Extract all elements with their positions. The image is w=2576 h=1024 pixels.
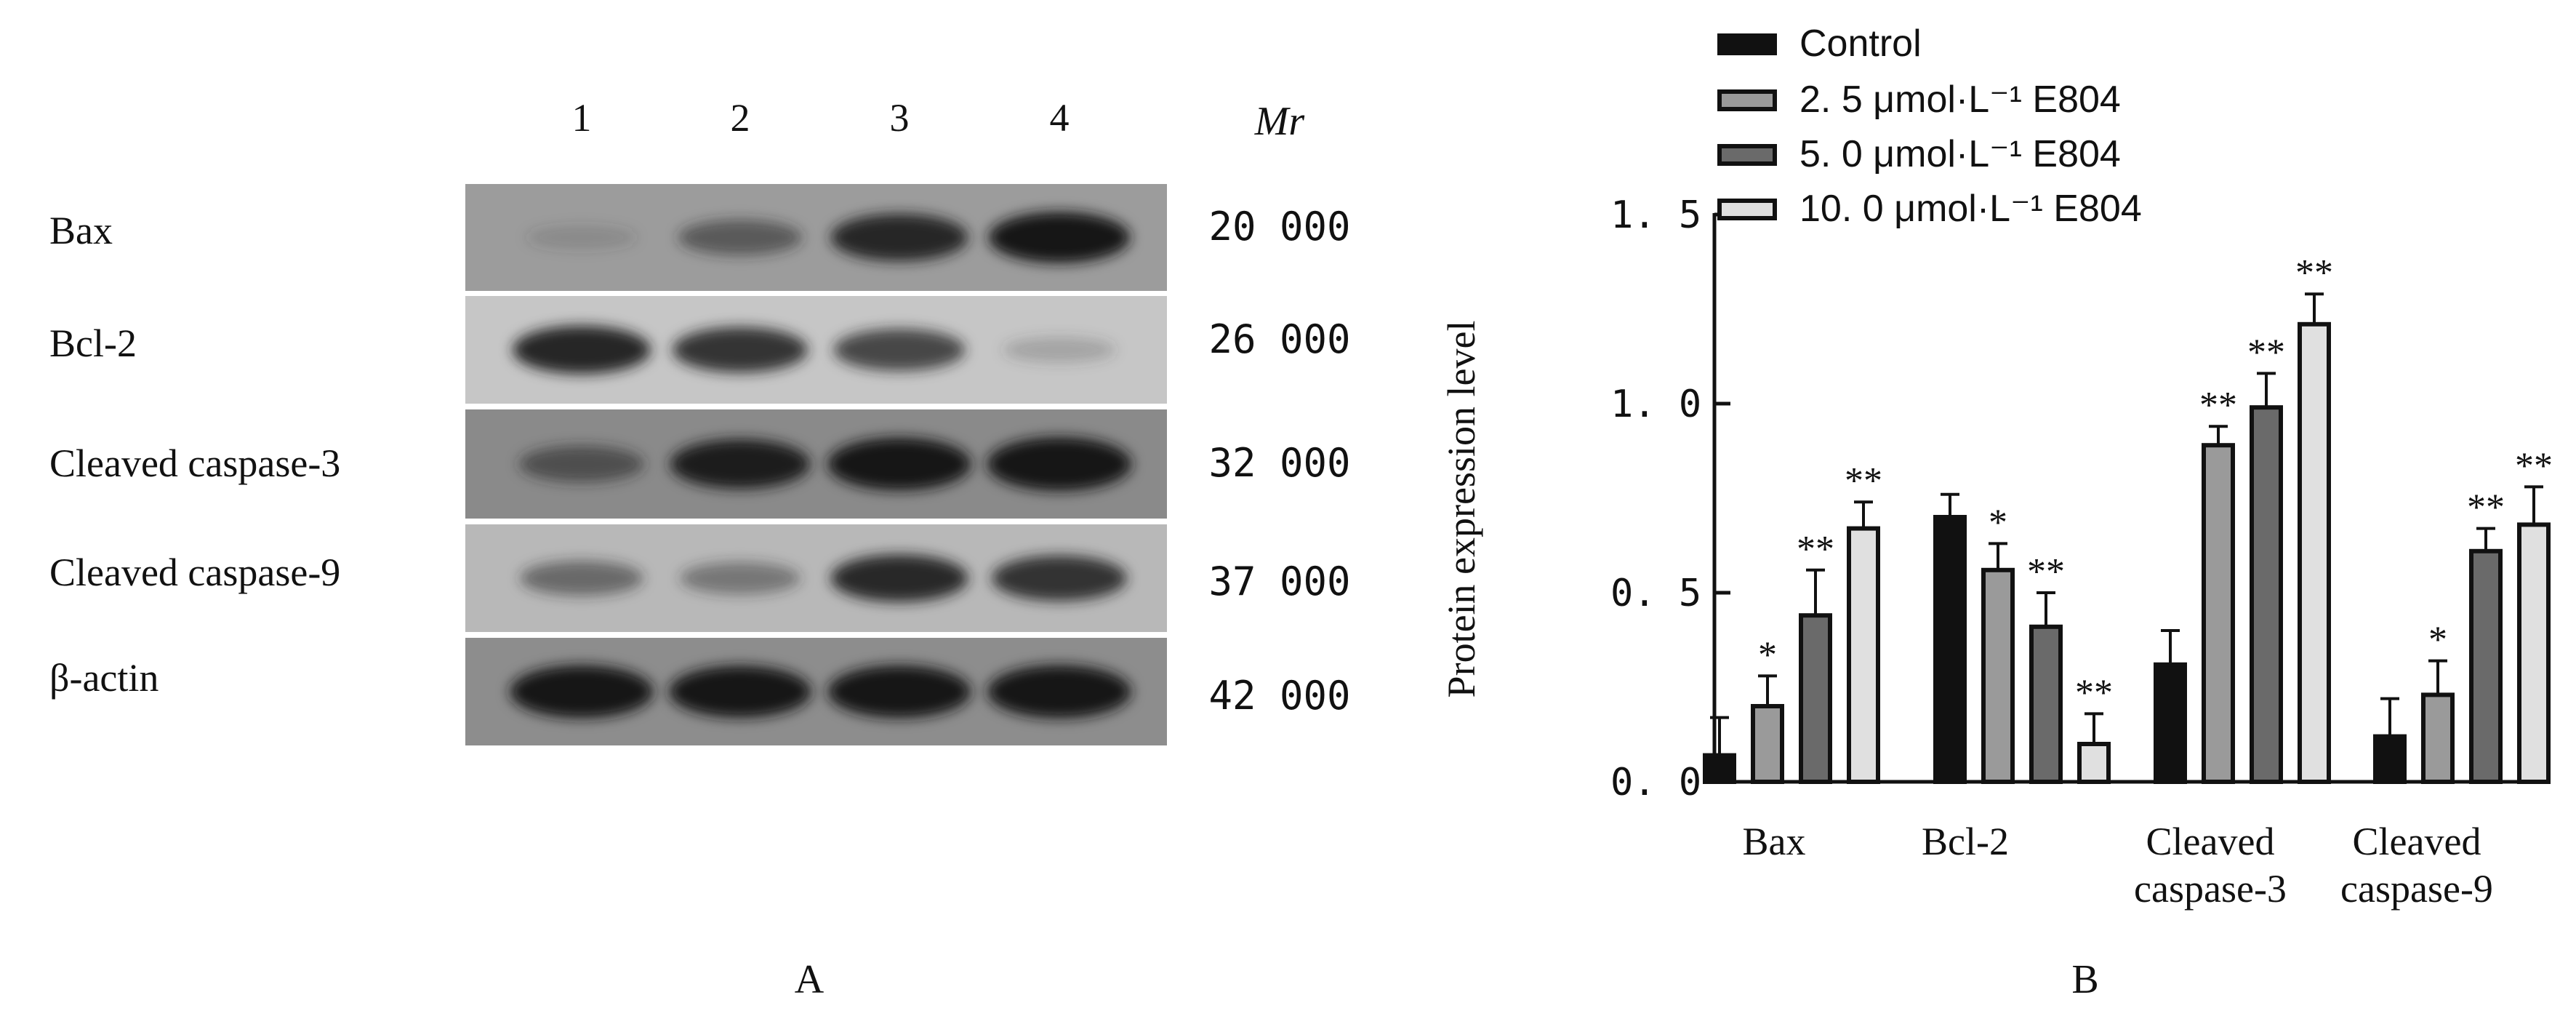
panel-label-b: B (2071, 957, 2098, 1002)
blot-band (1003, 337, 1116, 363)
y-tick-label: 1. 5 (1610, 193, 1701, 237)
mr-value: 26 000 (1208, 316, 1350, 362)
blot-band (680, 561, 801, 595)
legend-label: Control (1799, 23, 1922, 65)
western-blot: Bax 20 000 Bcl-2 26 000 Cleaved caspase-3 32 … (49, 184, 1351, 745)
bar-chart: 0. 0 0. 5 1. 0 1. 5 Protein expression level… (1440, 193, 2553, 911)
chart-legend: Control 2. 5 μmol·L⁻¹ E804 5. 0 μmol·L⁻¹ E… (1717, 23, 2142, 230)
significance-mark: ** (2027, 551, 2065, 593)
bar (2517, 522, 2551, 785)
blot-band (678, 220, 803, 255)
y-axis-label: Protein expression level (1440, 321, 1483, 698)
blot-band (518, 445, 645, 483)
legend-label: 2. 5 μmol·L⁻¹ E804 (1799, 79, 2121, 121)
significance-mark: ** (2515, 445, 2553, 487)
bar (1799, 613, 1832, 785)
blot-band (670, 439, 811, 489)
bar (2421, 692, 2455, 785)
significance-mark: ** (2295, 252, 2333, 294)
blot-band (830, 554, 968, 602)
blot-band (526, 225, 637, 249)
blot-band (987, 436, 1132, 492)
bar (1751, 704, 1784, 784)
mr-value: 37 000 (1208, 559, 1350, 604)
bar (2202, 443, 2235, 784)
blot-band (510, 665, 654, 719)
mr-header: Mr (1254, 99, 1305, 144)
blot-band (992, 555, 1127, 601)
blot-band (827, 665, 971, 719)
legend-label: 10. 0 μmol·L⁻¹ E804 (1799, 188, 2142, 230)
significance-mark: * (1989, 502, 2007, 543)
significance-mark: ** (2075, 672, 2113, 713)
category-label: Cleaved (2146, 820, 2275, 863)
y-tick-label: 0. 0 (1610, 761, 1701, 804)
mr-value: 42 000 (1208, 673, 1350, 719)
lane-label: 2 (731, 96, 750, 140)
legend-label: 5. 0 μmol·L⁻¹ E804 (1799, 133, 2121, 175)
bar (1847, 526, 1880, 784)
legend-swatch (1717, 199, 1777, 220)
protein-label: β-actin (49, 656, 159, 700)
significance-mark: * (1758, 634, 1777, 676)
blot-band (673, 327, 808, 373)
lane-label: 4 (1050, 96, 1070, 140)
bar (2469, 548, 2503, 784)
significance-mark: ** (1845, 460, 1882, 502)
blot-band (988, 212, 1131, 263)
category-label: Cleaved (2353, 820, 2481, 863)
bar (2029, 624, 2063, 784)
lane-label: 1 (572, 96, 592, 140)
category-label: caspase-9 (2340, 867, 2493, 911)
protein-label: Bax (49, 209, 113, 252)
category-label: caspase-3 (2134, 867, 2287, 911)
bar (2298, 321, 2331, 784)
bar (2373, 734, 2407, 784)
bar (1981, 567, 2015, 784)
mr-value: 20 000 (1208, 204, 1350, 249)
blot-band (669, 665, 811, 718)
protein-label: Cleaved caspase-9 (49, 551, 340, 594)
blot-band (987, 665, 1131, 719)
y-tick-label: 1. 0 (1610, 383, 1701, 426)
y-tick-label: 0. 5 (1610, 572, 1701, 615)
lane-label: 3 (890, 96, 910, 140)
bar (2154, 662, 2187, 784)
significance-mark: * (2428, 620, 2447, 661)
blot-band (827, 437, 971, 491)
significance-mark: ** (2467, 487, 2505, 529)
category-label: Bcl-2 (1922, 820, 2009, 863)
panel-label-a: A (795, 957, 824, 1002)
significance-mark: ** (2199, 385, 2237, 426)
bar (1933, 515, 1967, 784)
significance-mark: ** (1797, 529, 1834, 570)
legend-swatch (1717, 89, 1777, 111)
bar (1703, 753, 1736, 784)
protein-label: Bcl-2 (49, 321, 137, 365)
legend-swatch (1717, 144, 1777, 166)
legend-swatch (1717, 33, 1777, 55)
blot-band (830, 213, 968, 262)
category-label: Bax (1743, 820, 1806, 863)
blot-band (520, 561, 643, 596)
significance-mark: ** (2247, 332, 2285, 373)
protein-label: Cleaved caspase-3 (49, 441, 340, 485)
bar (2250, 405, 2283, 784)
blot-band (513, 326, 651, 374)
bar (2077, 742, 2111, 784)
blot-band (833, 329, 966, 371)
mr-value: 32 000 (1208, 440, 1350, 486)
